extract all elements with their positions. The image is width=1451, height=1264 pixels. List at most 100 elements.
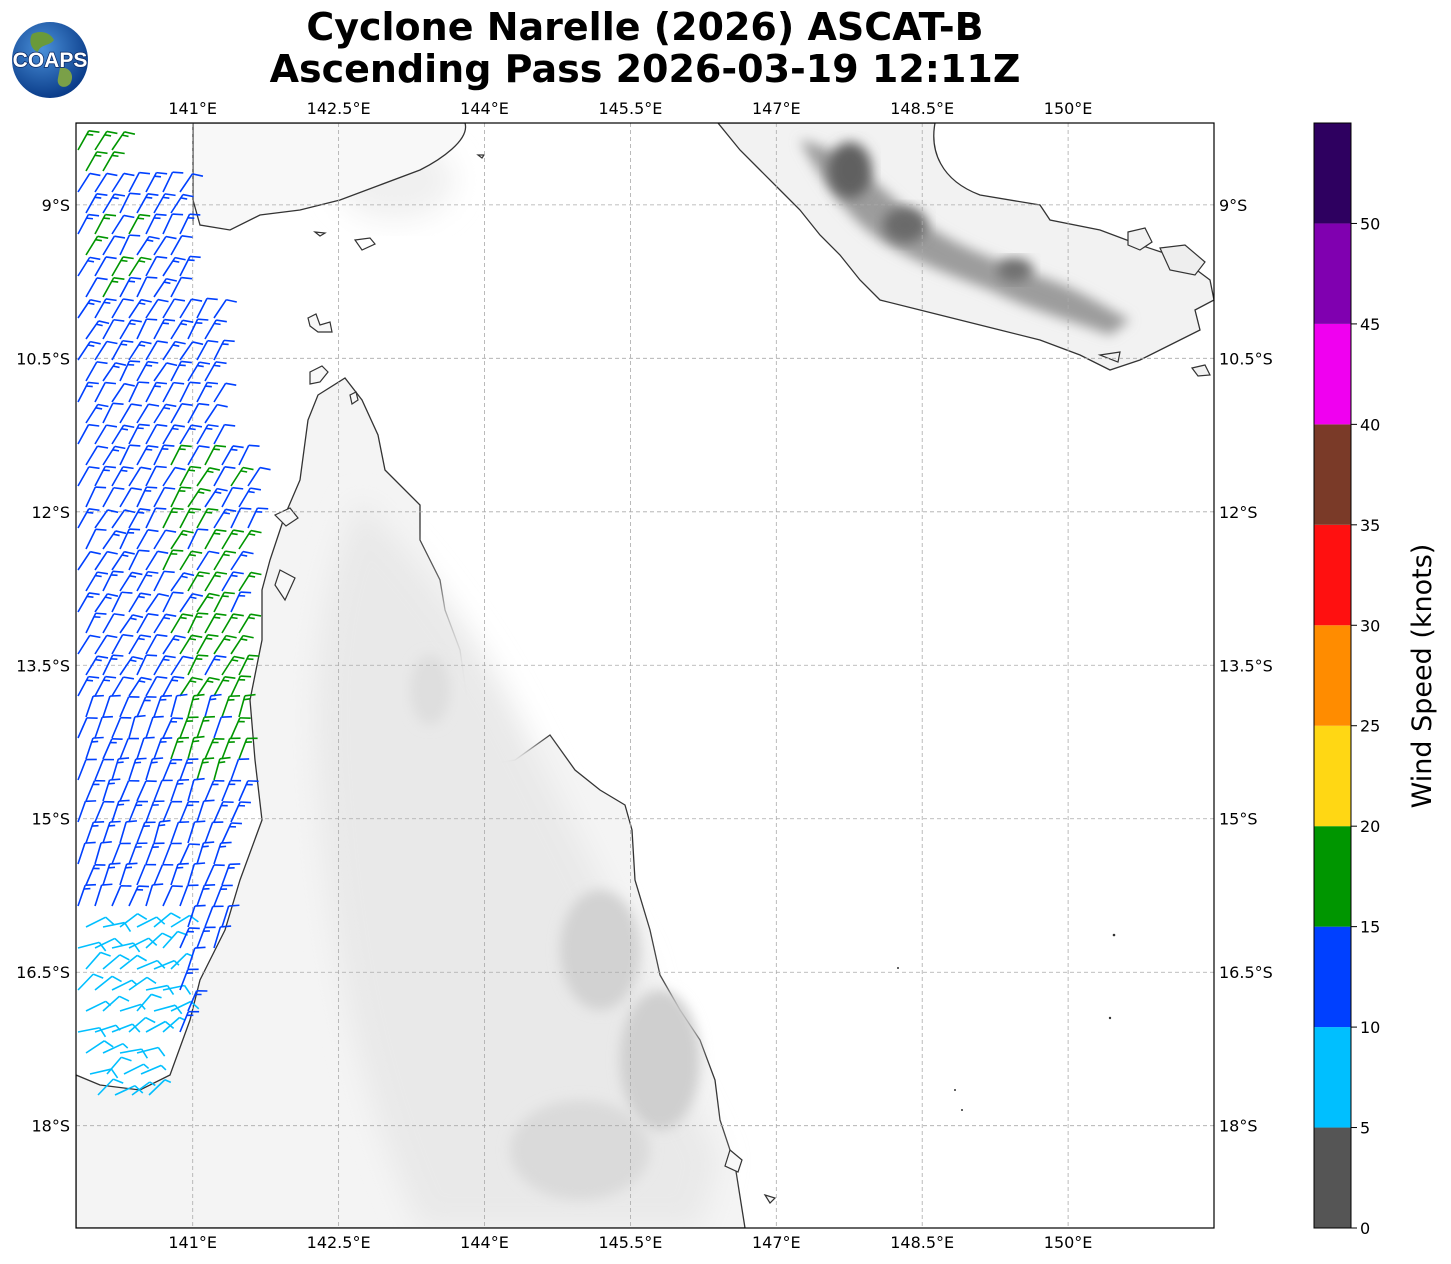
wind-barb xyxy=(170,572,195,592)
wind-barb xyxy=(179,927,200,949)
wind-barb xyxy=(111,1023,141,1033)
wind-barb xyxy=(111,757,130,781)
wind-barb xyxy=(102,530,127,550)
wind-barb xyxy=(119,913,148,928)
wind-barb xyxy=(221,445,244,466)
wind-barb xyxy=(153,486,176,508)
wind-barb xyxy=(94,381,117,403)
wind-barb xyxy=(153,277,177,298)
wind-barb xyxy=(196,757,215,781)
lat-tick-label-right: 15°S xyxy=(1219,810,1258,829)
wind-barb xyxy=(187,777,205,802)
wind-barb xyxy=(85,445,109,466)
wind-barb xyxy=(85,612,107,634)
wind-barb xyxy=(196,592,220,613)
wind-barb xyxy=(94,256,117,277)
wind-barb xyxy=(162,507,184,529)
wind-barb xyxy=(128,381,150,403)
wind-barb xyxy=(179,255,201,277)
wind-barb xyxy=(136,318,158,340)
map-plot-area xyxy=(76,123,1214,1228)
globe-land xyxy=(30,32,54,52)
wind-barb xyxy=(221,904,240,928)
wind-barb xyxy=(119,1048,149,1059)
wind-barb xyxy=(162,591,184,613)
wind-barb xyxy=(136,696,157,718)
wind-barb xyxy=(204,403,228,424)
wind-barb xyxy=(170,613,194,634)
wind-barb xyxy=(119,820,138,844)
wind-barb xyxy=(204,319,227,340)
wind-barb xyxy=(170,655,194,676)
wind-barb xyxy=(145,423,168,445)
wind-barb xyxy=(204,821,224,844)
wind-barb xyxy=(85,320,110,340)
lat-tick-label-right: 9°S xyxy=(1219,196,1247,215)
wind-barb xyxy=(187,654,209,676)
wind-barb xyxy=(128,466,152,487)
wind-barb xyxy=(77,340,101,361)
wind-barb xyxy=(136,959,166,970)
wind-barb xyxy=(77,550,101,571)
wind-barb xyxy=(196,841,215,865)
wind-barb xyxy=(179,1010,200,1033)
wind-barb xyxy=(119,862,138,886)
wind-barb xyxy=(238,654,260,676)
map-axis-ticks: 141°E 141°E 142.5°E 142.5°E 144°E 144°E 145.5°… xyxy=(16,99,1273,1252)
wind-barb xyxy=(170,736,189,760)
wind-barb xyxy=(238,613,262,634)
wind-barb xyxy=(153,613,177,634)
wind-barb xyxy=(204,654,227,676)
wind-barb xyxy=(119,528,141,550)
wind-barb xyxy=(179,465,202,487)
wind-barb xyxy=(204,528,227,550)
wind-barb xyxy=(128,171,151,193)
wind-barb xyxy=(111,298,134,319)
wind-barb xyxy=(94,213,117,235)
wind-barb xyxy=(128,213,151,235)
wind-barb xyxy=(187,612,209,634)
wind-barb xyxy=(230,801,251,823)
wind-barb xyxy=(77,298,101,319)
wind-barb xyxy=(102,318,125,340)
lon-tick-label-bottom: 148.5°E xyxy=(890,1233,954,1252)
wind-barb xyxy=(94,883,113,907)
wind-barb xyxy=(179,843,200,865)
wind-barb xyxy=(94,172,118,193)
wind-barb xyxy=(111,424,135,445)
wind-barb xyxy=(145,842,165,865)
wind-barb xyxy=(153,655,176,676)
wind-barb xyxy=(162,758,183,781)
wind-barb xyxy=(179,550,203,571)
lon-tick-label-bottom: 145.5°E xyxy=(598,1233,662,1252)
lon-tick-label-bottom: 150°E xyxy=(1044,1233,1093,1252)
lat-tick-label-right: 12°S xyxy=(1219,503,1258,522)
globe-land xyxy=(57,67,73,87)
lon-tick-label-top: 150°E xyxy=(1044,99,1093,118)
wind-barb xyxy=(102,235,126,256)
wind-barb xyxy=(170,319,194,340)
wind-barb xyxy=(111,885,132,907)
wind-barb xyxy=(128,298,152,319)
wind-barb xyxy=(85,779,106,802)
wind-barb xyxy=(140,1064,167,1075)
wind-barb xyxy=(77,758,97,781)
wind-barb xyxy=(162,466,186,487)
wind-barb xyxy=(213,756,231,781)
coaps-logo: COAPS xyxy=(12,22,88,98)
wind-barb xyxy=(97,1078,124,1096)
wind-barb xyxy=(238,529,262,550)
wind-barb xyxy=(187,904,206,928)
wind-barb xyxy=(111,979,138,991)
wind-barb xyxy=(85,863,106,886)
wind-barb xyxy=(153,570,175,592)
wind-barb xyxy=(128,549,150,571)
wind-barb xyxy=(128,714,146,739)
wind-barb xyxy=(102,362,127,382)
wind-barb xyxy=(123,1063,150,1075)
wind-barb xyxy=(128,800,148,823)
wind-barb xyxy=(187,318,209,340)
wind-barb xyxy=(119,319,142,340)
wind-barb xyxy=(187,820,206,844)
